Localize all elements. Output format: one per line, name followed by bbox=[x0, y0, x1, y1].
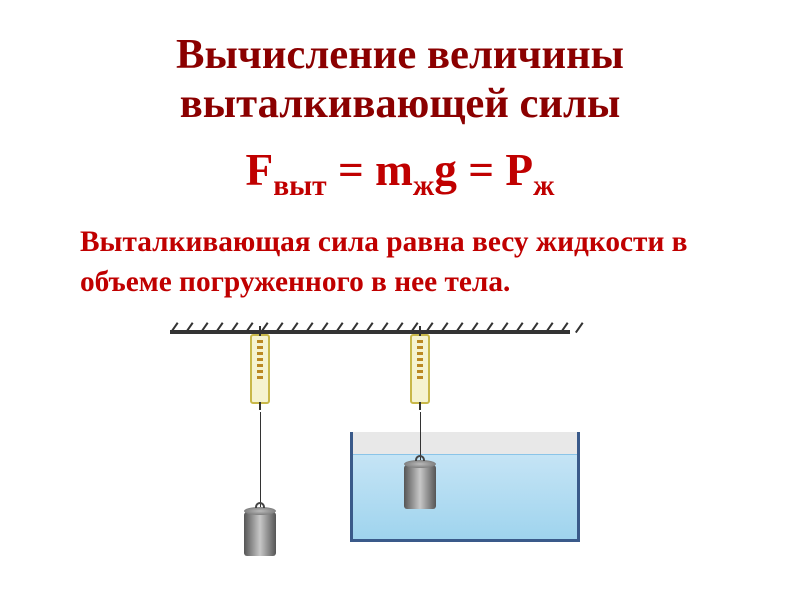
wire-left bbox=[260, 412, 261, 507]
diagram bbox=[150, 320, 650, 580]
formula: Fвыт = mжg = Pж bbox=[50, 144, 750, 203]
description: Выталкивающая сила равна весу жидкости в… bbox=[80, 223, 720, 302]
formula-eq2: g = P bbox=[434, 145, 533, 195]
formula-P-sub: ж bbox=[533, 170, 554, 202]
description-lead: Выталкивающая сила равна bbox=[80, 226, 472, 258]
formula-F: F bbox=[246, 145, 274, 195]
liquid-tank bbox=[350, 432, 580, 542]
spring-gauge-left bbox=[250, 334, 270, 404]
support-bar bbox=[170, 330, 570, 334]
formula-eq1: = m bbox=[327, 145, 413, 195]
formula-F-sub: выт bbox=[273, 170, 326, 202]
weight-right bbox=[404, 465, 436, 509]
wire-right bbox=[420, 412, 421, 460]
support-hatching bbox=[170, 320, 570, 330]
weight-left bbox=[244, 512, 276, 556]
spring-gauge-right bbox=[410, 334, 430, 404]
title-line-2: выталкивающей силы bbox=[50, 79, 750, 128]
formula-m-sub: ж bbox=[413, 170, 434, 202]
liquid-water bbox=[353, 454, 577, 539]
title-line-1: Вычисление величины bbox=[50, 30, 750, 79]
